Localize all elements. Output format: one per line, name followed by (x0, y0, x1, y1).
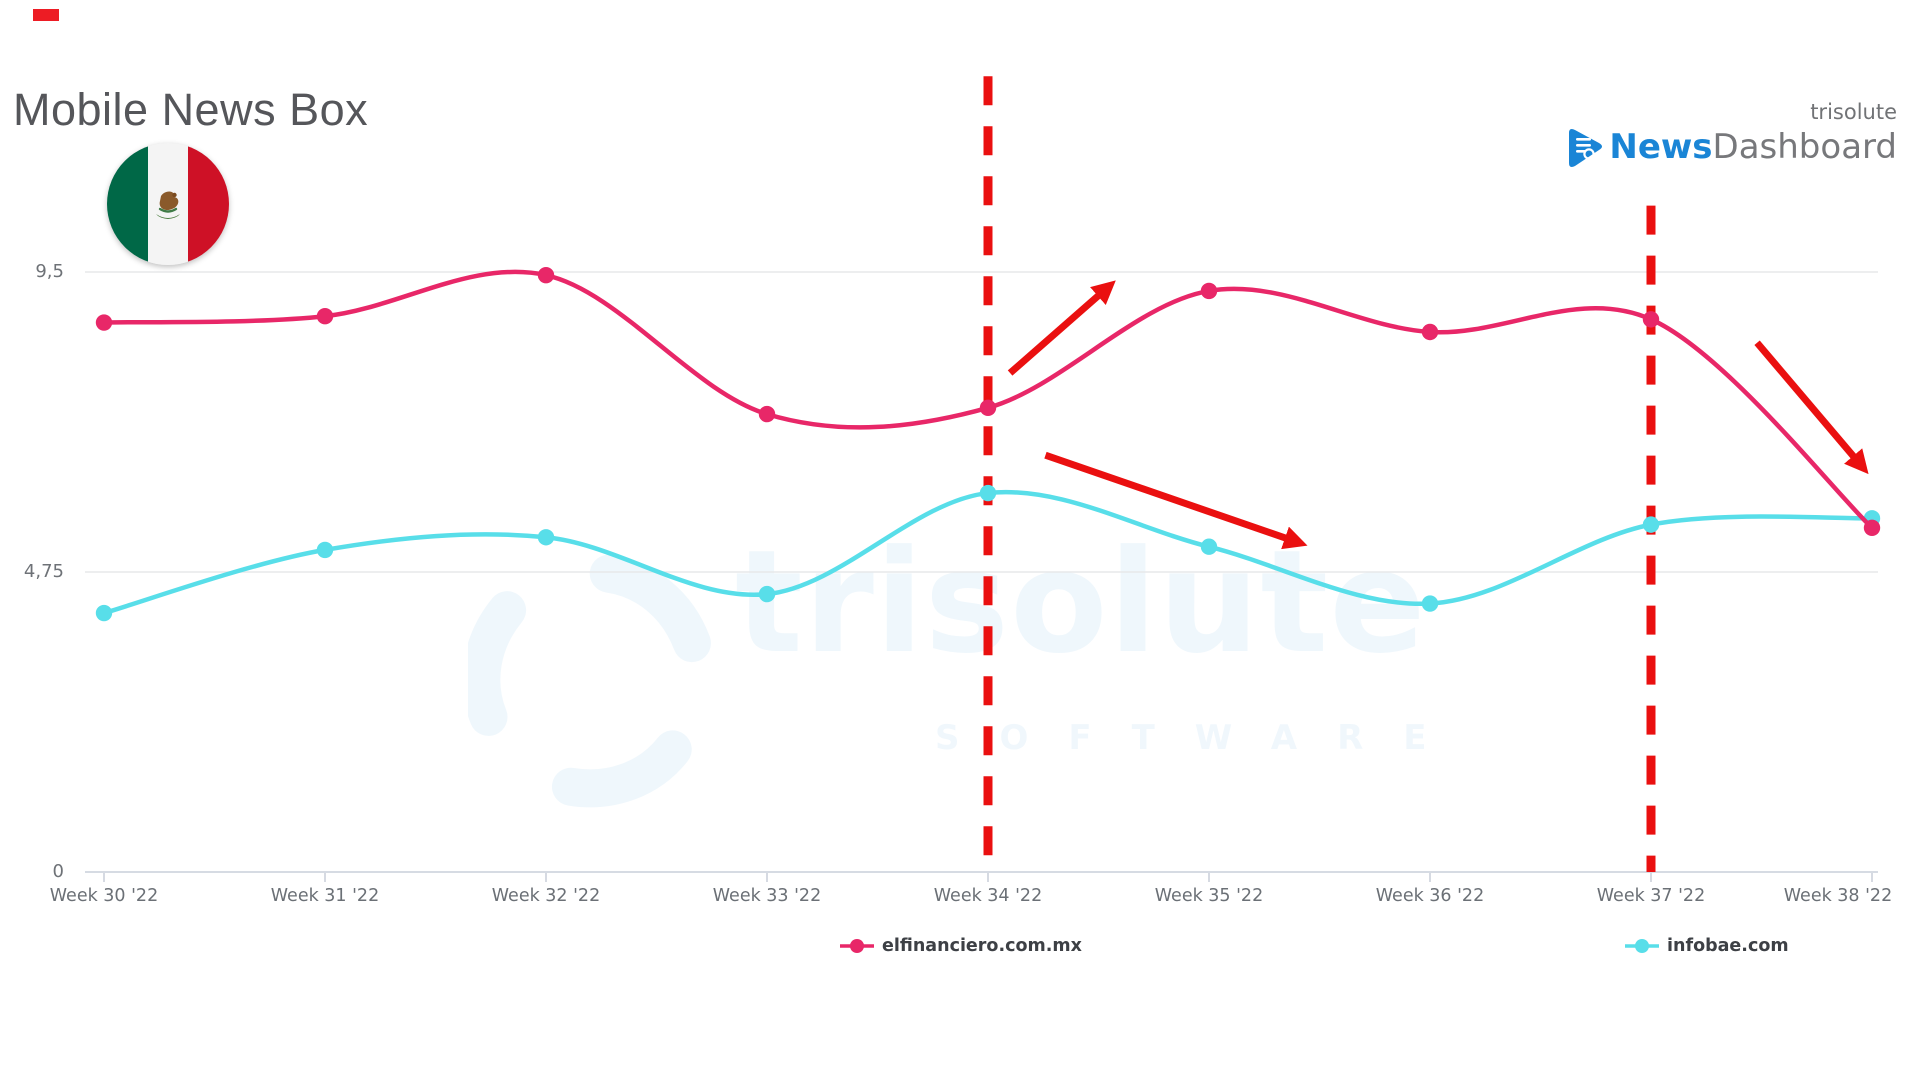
legend-marker-pink-icon (840, 939, 874, 953)
gridlines (85, 271, 1878, 882)
flag-red-stripe (188, 143, 229, 265)
trend-arrows (1007, 280, 1869, 550)
series-point-infobae.com[interactable] (1200, 538, 1218, 555)
trisolute-wordmark: trisolute (1810, 100, 1897, 124)
series-point-elfinanciero.com.mx[interactable] (1642, 311, 1660, 328)
dashed-marker-lines (983, 76, 1656, 872)
flag-coat-of-arms-icon (156, 191, 180, 219)
legend-marker-cyan-icon (1625, 939, 1659, 953)
newsdashboard-wordmark: NewsDashboard (1609, 129, 1897, 166)
series-lines (95, 266, 1881, 622)
series-point-elfinanciero.com.mx[interactable] (1863, 519, 1881, 536)
trend-arrow-down (1044, 451, 1308, 550)
x-tick-label: Week 36 '22 (1375, 886, 1485, 906)
trend-arrow-down (1754, 340, 1869, 475)
series-point-elfinanciero.com.mx[interactable] (1200, 282, 1218, 300)
series-point-elfinanciero.com.mx[interactable] (537, 266, 555, 284)
mexico-flag-icon (107, 143, 229, 265)
flag-green-stripe (107, 143, 148, 265)
x-tick-label: Week 32 '22 (491, 886, 601, 906)
series-point-elfinanciero.com.mx[interactable] (1421, 323, 1439, 341)
x-tick-label: Week 35 '22 (1154, 886, 1264, 906)
series-point-infobae.com[interactable] (537, 529, 555, 546)
series-point-infobae.com[interactable] (1642, 516, 1660, 533)
watermark-software-text: SOFTWARE (935, 718, 1467, 758)
x-tick-label: Week 38 '22 (1783, 886, 1893, 906)
series-point-infobae.com[interactable] (316, 541, 334, 559)
legend-item-infobae[interactable]: infobae.com (1625, 936, 1789, 956)
x-tick-label: Week 34 '22 (933, 886, 1043, 906)
series-point-infobae.com[interactable] (1421, 595, 1439, 612)
y-tick-label: 9,5 (35, 261, 64, 282)
x-tick-label: Week 31 '22 (270, 886, 380, 906)
legend-label: elfinanciero.com.mx (882, 936, 1082, 956)
legend-label: infobae.com (1667, 936, 1789, 956)
brand-dashboard-text: Dashboard (1712, 127, 1897, 168)
watermark-swirl-icon (468, 554, 711, 808)
trend-arrow-up (1007, 280, 1116, 376)
x-tick-label: Week 33 '22 (712, 886, 822, 906)
y-tick-label: 0 (52, 861, 64, 882)
brand-news-text: News (1609, 127, 1713, 168)
series-point-elfinanciero.com.mx[interactable] (758, 405, 776, 423)
watermark-trisolute-text: trisolute (735, 520, 1427, 685)
corner-red-bar (33, 9, 59, 21)
y-tick-label: 4,75 (23, 561, 64, 582)
legend-item-elfinanciero[interactable]: elfinanciero.com.mx (840, 936, 1082, 956)
series-point-infobae.com[interactable] (95, 604, 113, 622)
series-point-elfinanciero.com.mx[interactable] (979, 399, 997, 416)
page-title: Mobile News Box (13, 84, 369, 135)
x-tick-label: Week 30 '22 (49, 886, 159, 906)
x-tick-label: Week 37 '22 (1596, 886, 1706, 906)
series-point-elfinanciero.com.mx[interactable] (316, 308, 334, 325)
series-point-infobae.com[interactable] (758, 585, 776, 603)
newsdashboard-logo: trisolute NewsDashboard (1565, 100, 1897, 170)
series-point-infobae.com[interactable] (979, 484, 997, 502)
series-point-elfinanciero.com.mx[interactable] (95, 314, 113, 331)
newsdashboard-logo-icon (1569, 129, 1603, 167)
